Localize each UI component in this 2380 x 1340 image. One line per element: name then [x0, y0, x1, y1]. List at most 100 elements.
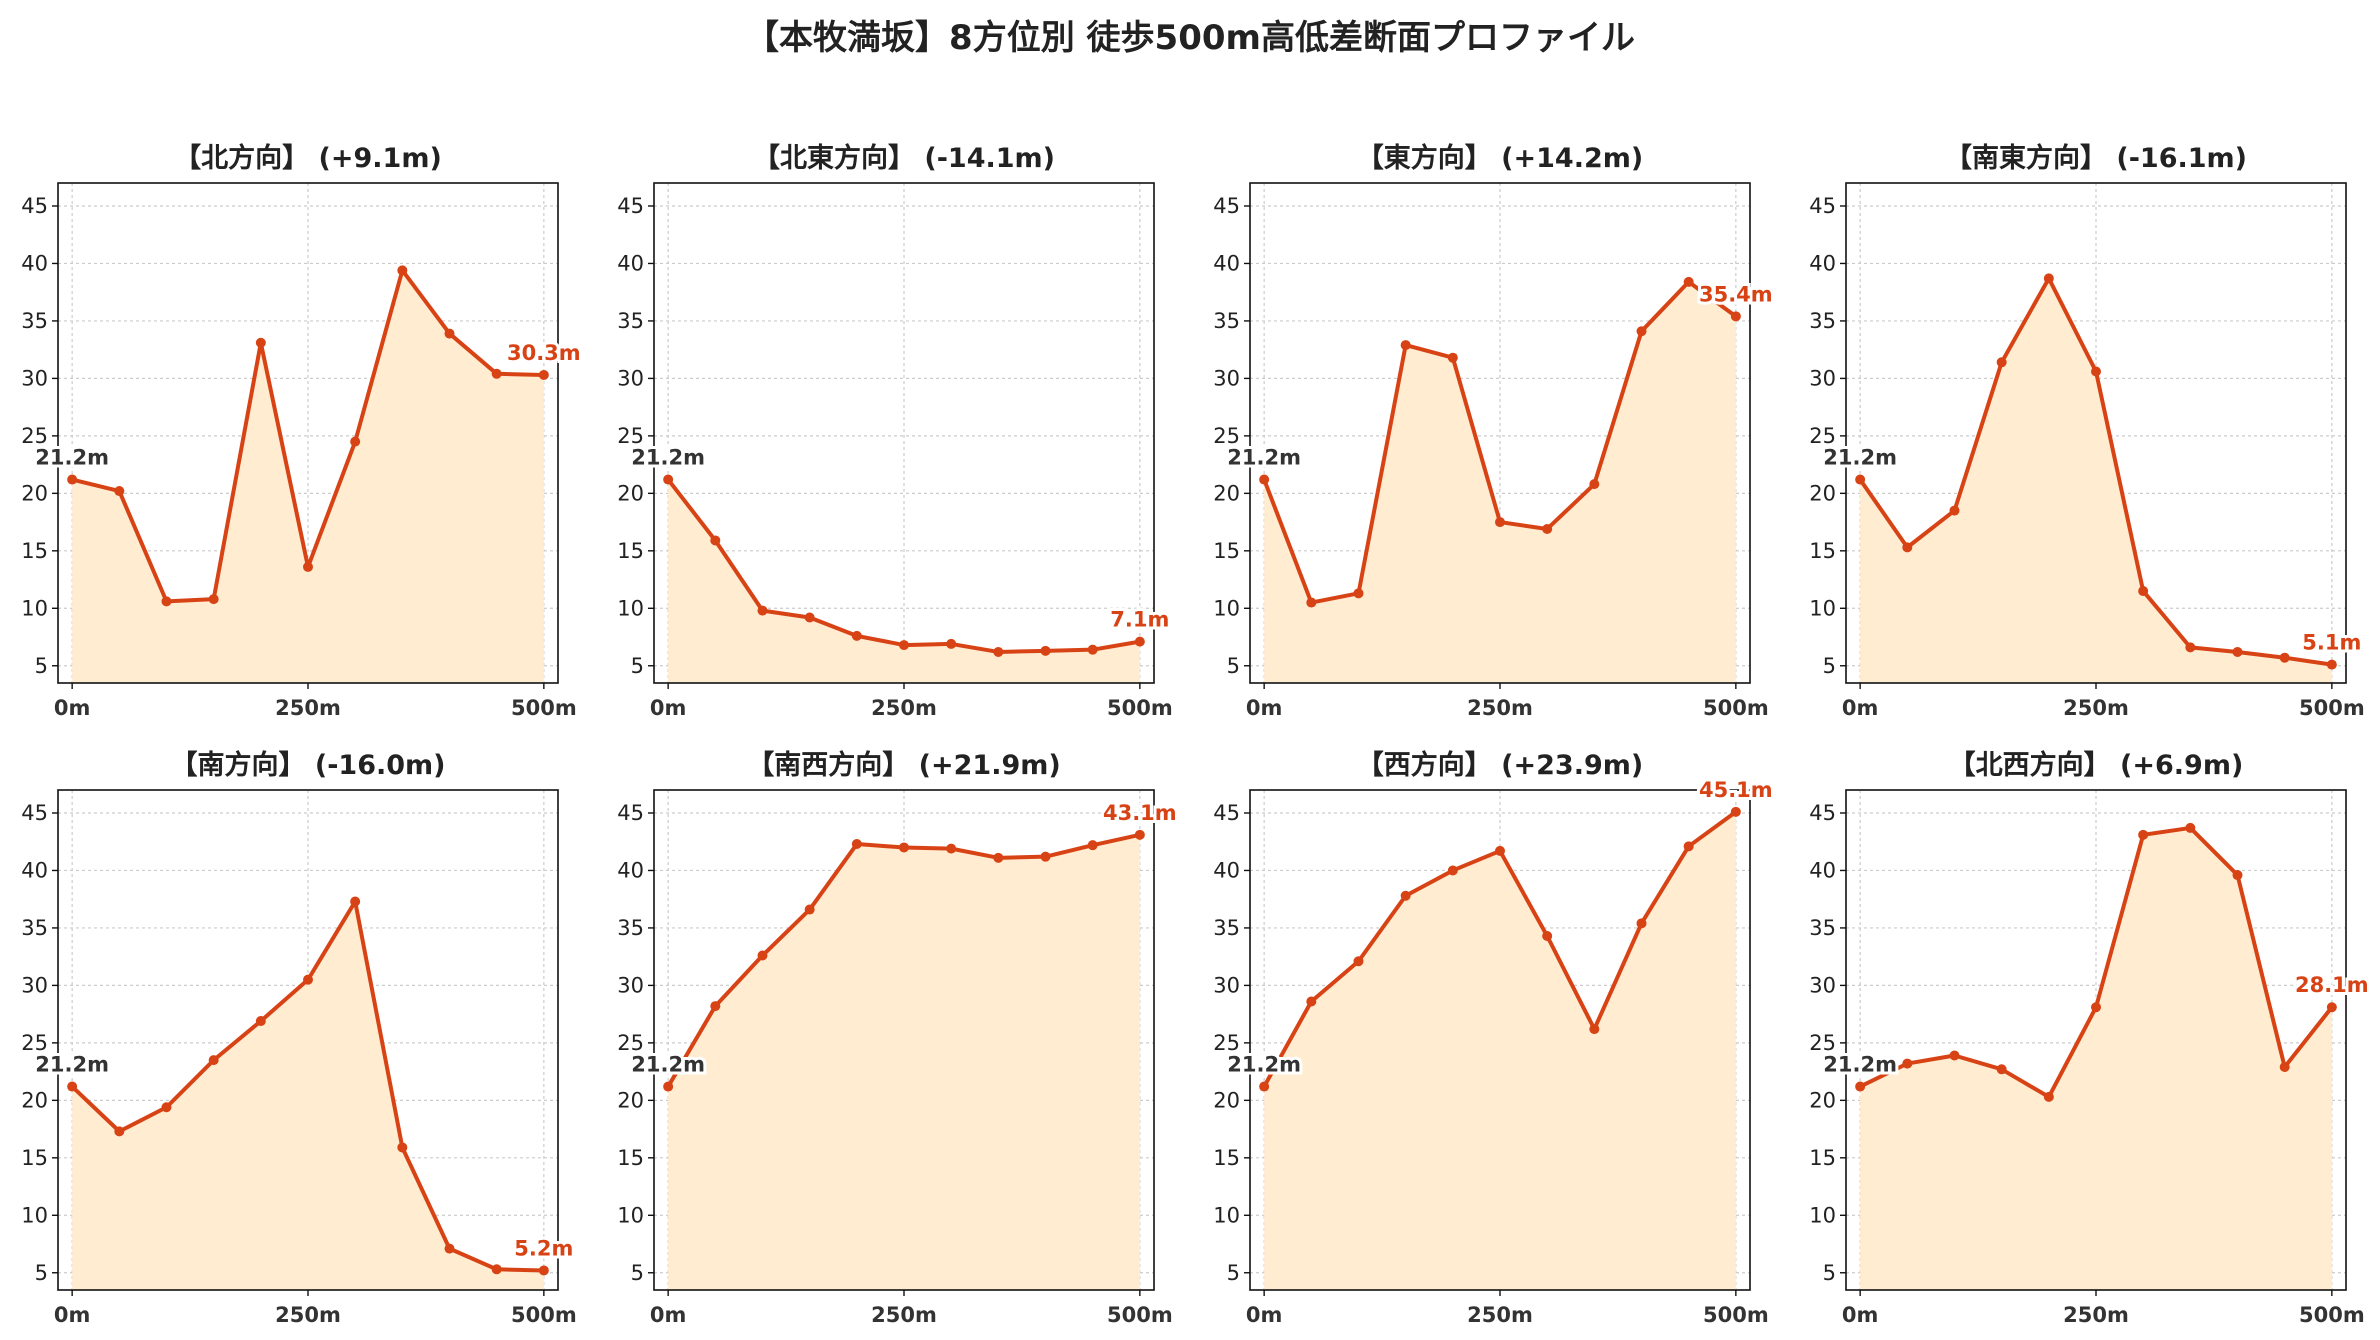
data-point	[1589, 1024, 1600, 1035]
y-tick-label: 10	[1809, 596, 1836, 620]
y-tick-label: 30	[1809, 973, 1836, 997]
profile-area	[1264, 281, 1736, 683]
y-tick-label: 10	[1809, 1203, 1836, 1227]
data-point	[1259, 474, 1270, 485]
y-tick-label: 35	[1213, 309, 1240, 333]
data-point	[397, 1142, 408, 1153]
y-tick-label: 25	[1809, 424, 1836, 448]
y-tick-label: 30	[1809, 366, 1836, 390]
data-point	[710, 535, 721, 546]
data-point	[946, 843, 957, 854]
x-tick-label: 500m	[2299, 1303, 2365, 1327]
x-tick-label: 0m	[1842, 1303, 1879, 1327]
start-elevation-label: 21.2m	[1227, 446, 1301, 470]
y-tick-label: 30	[21, 973, 48, 997]
y-tick-label: 20	[617, 1088, 644, 1112]
y-tick-label: 25	[1809, 1031, 1836, 1055]
x-tick-label: 0m	[1246, 1303, 1283, 1327]
data-point	[1636, 918, 1647, 929]
end-elevation-label: 5.2m	[514, 1236, 573, 1260]
data-point	[1353, 588, 1364, 599]
data-point	[1730, 806, 1741, 817]
end-elevation-label: 5.1m	[2302, 631, 2361, 655]
data-point	[1636, 326, 1647, 337]
y-tick-label: 10	[21, 596, 48, 620]
x-tick-label: 0m	[1842, 696, 1879, 720]
y-tick-label: 20	[617, 481, 644, 505]
data-point	[851, 630, 862, 641]
data-point	[1400, 340, 1411, 351]
figure-title: 【本牧満坂】8方位別 徒歩500m高低差断面プロファイル	[745, 18, 1635, 58]
data-point	[1683, 841, 1694, 852]
x-tick-label: 0m	[54, 696, 91, 720]
data-point	[161, 596, 172, 607]
y-tick-label: 15	[617, 1146, 644, 1170]
data-point	[1730, 311, 1741, 322]
data-point	[1306, 597, 1317, 608]
data-point	[663, 474, 674, 485]
y-tick-label: 5	[1823, 654, 1836, 678]
y-tick-label: 45	[21, 801, 48, 825]
y-tick-label: 5	[35, 654, 48, 678]
data-point	[67, 1081, 78, 1092]
y-tick-label: 25	[1213, 1031, 1240, 1055]
x-tick-label: 250m	[871, 1303, 937, 1327]
y-tick-label: 25	[1213, 424, 1240, 448]
end-elevation-label: 45.1m	[1699, 778, 1773, 802]
x-tick-label: 500m	[1703, 1303, 1769, 1327]
x-tick-label: 250m	[2063, 696, 2129, 720]
y-tick-label: 30	[617, 973, 644, 997]
x-tick-label: 0m	[650, 696, 687, 720]
data-point	[993, 646, 1004, 657]
start-elevation-label: 21.2m	[35, 446, 109, 470]
y-tick-label: 20	[1213, 1088, 1240, 1112]
y-tick-label: 10	[617, 596, 644, 620]
panel-title: 【北東方向】 (-14.1m)	[753, 142, 1055, 174]
y-tick-label: 35	[21, 309, 48, 333]
x-tick-label: 500m	[1107, 1303, 1173, 1327]
y-tick-label: 10	[617, 1203, 644, 1227]
y-tick-label: 10	[1213, 596, 1240, 620]
data-point	[491, 1264, 502, 1275]
x-tick-label: 250m	[275, 696, 341, 720]
y-tick-label: 25	[21, 1031, 48, 1055]
y-tick-label: 40	[617, 251, 644, 275]
x-tick-label: 250m	[275, 1303, 341, 1327]
data-point	[2279, 1062, 2290, 1073]
y-tick-label: 25	[21, 424, 48, 448]
start-elevation-label: 21.2m	[631, 1053, 705, 1077]
data-point	[114, 1126, 125, 1137]
y-tick-label: 20	[1213, 481, 1240, 505]
panel-title: 【北西方向】 (+6.9m)	[1949, 749, 2244, 781]
y-tick-label: 5	[1227, 654, 1240, 678]
data-point	[2232, 870, 2243, 881]
y-tick-label: 35	[1213, 916, 1240, 940]
data-point	[1589, 479, 1600, 490]
data-point	[2279, 652, 2290, 663]
y-tick-label: 15	[1809, 1146, 1836, 1170]
panel-title: 【北方向】 (+9.1m)	[174, 142, 442, 174]
x-tick-label: 500m	[1703, 696, 1769, 720]
data-point	[757, 605, 768, 616]
data-point	[851, 839, 862, 850]
data-point	[1447, 865, 1458, 876]
x-tick-label: 0m	[1246, 696, 1283, 720]
data-point	[255, 337, 266, 348]
y-tick-label: 40	[1213, 858, 1240, 882]
data-point	[757, 950, 768, 961]
profile-area	[668, 479, 1140, 683]
y-tick-label: 30	[1213, 973, 1240, 997]
y-tick-label: 25	[617, 424, 644, 448]
y-tick-label: 40	[21, 251, 48, 275]
data-point	[2326, 659, 2337, 670]
data-point	[303, 974, 313, 985]
data-point	[899, 640, 909, 651]
data-point	[2138, 586, 2149, 597]
x-tick-label: 0m	[54, 1303, 91, 1327]
panel-title: 【東方向】 (+14.2m)	[1357, 142, 1643, 174]
start-elevation-label: 21.2m	[1823, 1053, 1897, 1077]
data-point	[1259, 1081, 1270, 1092]
data-point	[1495, 845, 1505, 856]
x-tick-label: 250m	[871, 696, 937, 720]
